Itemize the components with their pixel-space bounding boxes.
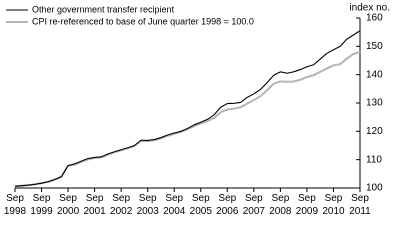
y-tick-label: 110 [366, 154, 382, 165]
x-tick-label: Sep 2004 [163, 193, 186, 217]
x-tick-label: Sep 1999 [30, 193, 53, 217]
y-tick-label: 160 [366, 13, 383, 24]
x-tick-label: Sep 2003 [137, 193, 160, 217]
x-tick-label: Sep 2001 [83, 193, 106, 217]
x-tick-label: Sep 2007 [243, 193, 266, 217]
x-tick-label: Sep 2008 [269, 193, 292, 217]
x-tick-label: Sep 2005 [190, 193, 213, 217]
y-tick-label: 150 [366, 41, 383, 52]
line [14, 51, 361, 188]
x-tick-label: Sep 2002 [110, 193, 133, 217]
legend-label: CPI re-referenced to base of June quarte… [32, 16, 254, 26]
x-tick-label: Sep 2006 [216, 193, 239, 217]
y-axis-label: index no. [349, 3, 390, 14]
x-tick-label: Sep 2009 [296, 193, 319, 217]
y-tick-label: 120 [366, 126, 383, 137]
x-tick-label: Sep 2011 [349, 193, 371, 217]
x-tick-label: Sep 2000 [57, 193, 80, 217]
x-tick-label: Sep 1998 [4, 193, 27, 217]
x-tick-label: Sep 2010 [322, 193, 345, 217]
y-tick-label: 140 [366, 69, 383, 80]
y-tick-label: 130 [366, 98, 383, 109]
y-tick-label: 100 [366, 183, 383, 194]
line [14, 30, 361, 187]
legend-label: Other government transfer recipient [32, 4, 175, 14]
